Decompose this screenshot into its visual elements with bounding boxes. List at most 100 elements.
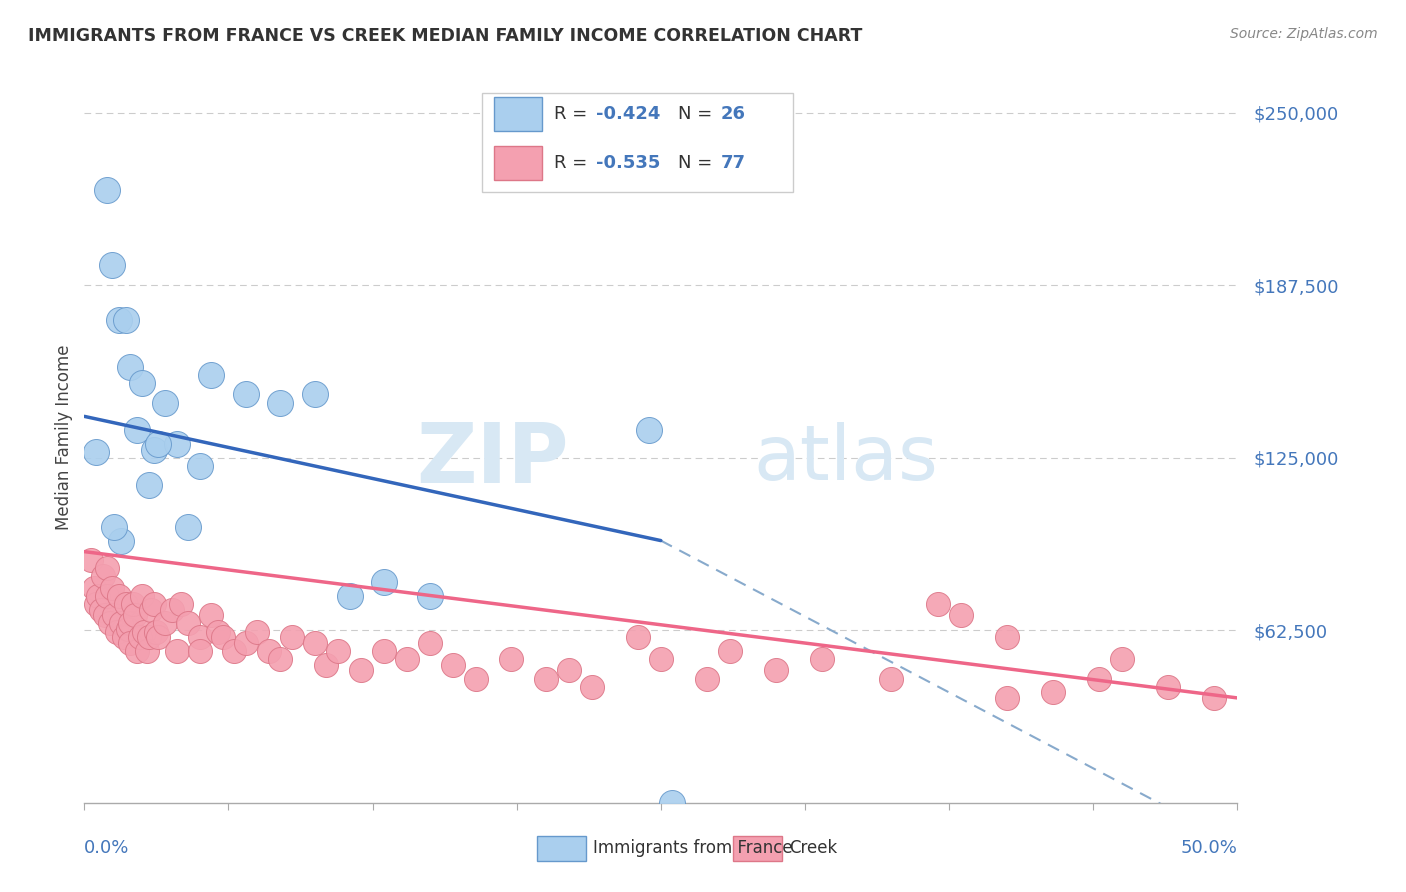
Point	[638, 423, 661, 437]
Text: Source: ZipAtlas.com: Source: ZipAtlas.com	[1230, 27, 1378, 41]
FancyBboxPatch shape	[494, 146, 543, 179]
Point	[207, 624, 229, 639]
Point	[339, 589, 361, 603]
Point	[995, 690, 1018, 705]
Point	[200, 368, 222, 382]
Point	[127, 423, 149, 437]
Point	[304, 387, 326, 401]
Point	[146, 630, 169, 644]
Point	[235, 387, 257, 401]
Point	[121, 597, 143, 611]
Point	[96, 589, 118, 603]
Point	[224, 644, 246, 658]
Point	[131, 589, 153, 603]
Point	[534, 672, 557, 686]
Point	[1204, 690, 1226, 705]
Point	[120, 636, 142, 650]
Point	[112, 630, 135, 644]
Point	[765, 663, 787, 677]
Point	[131, 376, 153, 391]
Point	[927, 597, 949, 611]
Point	[995, 630, 1018, 644]
Point	[246, 624, 269, 639]
Text: 26: 26	[721, 104, 745, 123]
Text: R =: R =	[554, 153, 592, 172]
Point	[419, 636, 441, 650]
Text: Immigrants from France: Immigrants from France	[593, 839, 793, 857]
Text: N =: N =	[678, 153, 718, 172]
Point	[581, 680, 603, 694]
Point	[627, 630, 650, 644]
Point	[718, 644, 741, 658]
Point	[89, 602, 111, 616]
Point	[304, 636, 326, 650]
Point	[145, 624, 167, 639]
Point	[650, 652, 672, 666]
Point	[188, 644, 211, 658]
Point	[396, 652, 419, 666]
FancyBboxPatch shape	[537, 836, 586, 861]
Point	[661, 796, 683, 810]
Point	[84, 597, 107, 611]
FancyBboxPatch shape	[734, 836, 782, 861]
Point	[1088, 672, 1111, 686]
Point	[419, 589, 441, 603]
Point	[120, 359, 142, 374]
Point	[138, 630, 160, 644]
Text: atlas: atlas	[754, 422, 938, 496]
Point	[1111, 652, 1133, 666]
Point	[142, 442, 165, 457]
Text: N =: N =	[678, 104, 718, 123]
Point	[326, 644, 349, 658]
Point	[120, 616, 142, 631]
Point	[101, 258, 124, 272]
Point	[87, 589, 110, 603]
Text: -0.535: -0.535	[596, 153, 661, 172]
Point	[350, 663, 373, 677]
Text: R =: R =	[554, 104, 592, 123]
Point	[200, 608, 222, 623]
Point	[115, 312, 138, 326]
Point	[373, 644, 395, 658]
Point	[117, 622, 139, 636]
Point	[91, 569, 114, 583]
Point	[166, 644, 188, 658]
Point	[94, 608, 117, 623]
Point	[153, 395, 176, 409]
Point	[108, 589, 131, 603]
Point	[115, 597, 138, 611]
Point	[557, 663, 579, 677]
Point	[880, 672, 903, 686]
Point	[153, 616, 176, 631]
Text: Creek: Creek	[789, 839, 837, 857]
Point	[138, 478, 160, 492]
Point	[177, 520, 200, 534]
Point	[373, 574, 395, 589]
Point	[499, 652, 522, 666]
Point	[949, 608, 972, 623]
Point	[188, 630, 211, 644]
Point	[257, 644, 280, 658]
Point	[98, 616, 121, 631]
Point	[269, 395, 291, 409]
Point	[128, 630, 150, 644]
Point	[188, 458, 211, 473]
Point	[160, 602, 183, 616]
Text: ZIP: ZIP	[416, 418, 568, 500]
Point	[101, 581, 124, 595]
Point	[80, 553, 103, 567]
Point	[1157, 680, 1180, 694]
Point	[103, 608, 125, 623]
Point	[146, 437, 169, 451]
Point	[83, 581, 105, 595]
Point	[1042, 685, 1064, 699]
Text: 77: 77	[721, 153, 745, 172]
Point	[110, 533, 132, 548]
Point	[811, 652, 834, 666]
Y-axis label: Median Family Income: Median Family Income	[55, 344, 73, 530]
Text: -0.424: -0.424	[596, 104, 661, 123]
Point	[135, 644, 157, 658]
Point	[281, 630, 304, 644]
Point	[103, 520, 125, 534]
Text: 0.0%: 0.0%	[84, 839, 129, 857]
